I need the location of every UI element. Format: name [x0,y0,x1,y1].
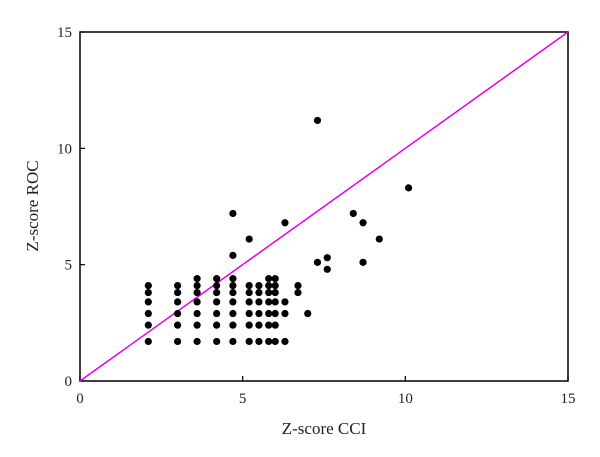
data-point [271,321,279,329]
data-point [213,298,221,306]
data-point [281,298,289,306]
data-point [323,254,331,262]
data-point [245,321,253,329]
y-tick-label: 15 [57,25,72,41]
data-point [213,321,221,329]
data-point [359,219,367,227]
x-tick-label: 5 [239,391,247,407]
data-point [255,309,263,318]
data-point [255,282,263,290]
data-point [304,309,312,318]
data-point [174,288,182,297]
y-tick-label: 0 [65,374,73,390]
data-point [229,337,237,346]
data-point [144,337,152,346]
axis-tick-labels: 0 5 10 15 0 5 10 15 [57,25,576,407]
data-point [193,321,201,329]
data-point [245,309,253,318]
y-tick-label: 5 [65,258,73,274]
x-axis-title: Z-score CCI [282,419,367,438]
data-point [229,309,237,318]
data-point [255,288,263,297]
data-point [245,235,253,243]
data-point [174,282,182,290]
data-point [255,298,263,306]
x-tick-label: 10 [398,391,413,407]
data-point [174,337,182,346]
data-point [174,321,182,329]
data-point [144,288,152,297]
data-point [144,309,152,318]
x-tick-label: 15 [561,391,576,407]
data-point [313,116,322,125]
data-point [193,275,201,283]
data-point [229,209,237,218]
data-point [323,265,331,273]
data-point [213,288,221,297]
data-point [193,337,201,346]
data-point [375,235,383,243]
data-point [229,275,237,283]
data-point [265,275,273,283]
data-point [174,298,182,306]
data-point [265,337,273,346]
data-point [229,251,237,259]
data-point [271,298,279,306]
data-point [144,282,152,290]
data-point [229,298,237,306]
x-tick-label: 0 [76,391,84,407]
data-point [294,282,302,290]
data-point [245,282,253,290]
data-point [271,282,279,290]
y-tick-label: 10 [57,141,72,157]
data-point [404,184,413,192]
data-point [255,321,263,329]
data-point [213,309,221,318]
data-point [265,321,273,329]
data-point [193,309,201,318]
data-point [144,298,152,306]
data-point [359,258,367,266]
data-point [213,282,221,290]
data-point [271,275,279,283]
data-point [271,309,279,318]
data-point [265,288,273,297]
data-point [245,288,253,297]
data-point [281,219,289,227]
data-point [193,288,201,297]
data-point [281,309,289,318]
data-point [271,288,279,297]
data-point [193,282,201,290]
data-point [265,309,273,318]
data-point [174,309,182,318]
data-point [245,298,253,306]
data-point [294,288,302,297]
data-point [271,337,279,346]
data-point [144,321,152,329]
data-point [265,282,273,290]
data-point [213,275,221,283]
data-point [265,298,273,306]
data-point [245,337,253,346]
data-point [229,288,237,297]
data-point [313,258,322,266]
data-points [144,116,413,346]
data-point [193,298,201,306]
data-point [349,209,357,218]
reference-diagonal-line [79,31,569,382]
data-point [229,282,237,290]
data-point [255,337,263,346]
data-point [229,321,237,329]
y-axis-title: Z-score ROC [23,160,42,251]
data-point [281,337,289,346]
data-point [213,337,221,346]
